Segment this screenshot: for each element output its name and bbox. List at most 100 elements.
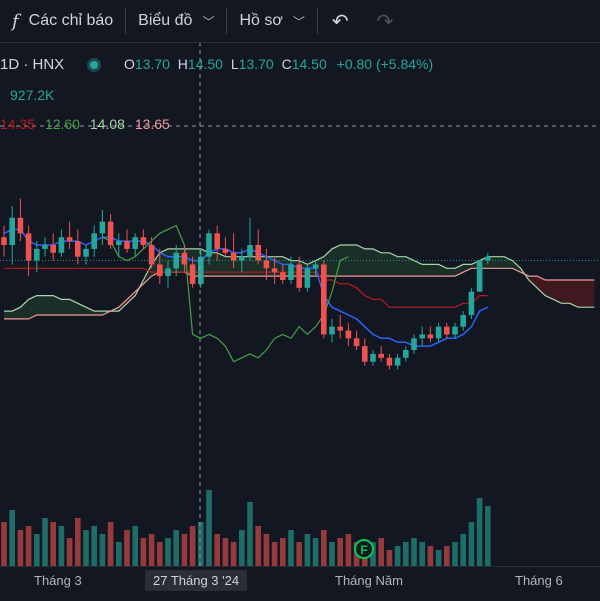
candle-body bbox=[394, 357, 401, 366]
volume-bar bbox=[452, 542, 458, 566]
candle-body bbox=[239, 256, 245, 261]
market-status-dot[interactable] bbox=[90, 60, 99, 69]
volume-bar bbox=[247, 502, 253, 566]
toolbar-divider bbox=[316, 8, 318, 34]
volume-bar bbox=[9, 510, 15, 566]
top-toolbar: f Các chỉ báo Biểu đồ ﹀ Hồ sơ ﹀ ↶ ↷ bbox=[0, 0, 600, 43]
candle-body bbox=[157, 264, 163, 277]
volume-bar bbox=[321, 530, 327, 566]
event-marker-label: F bbox=[360, 543, 367, 557]
candle-body bbox=[58, 237, 65, 253]
candle-body bbox=[99, 221, 106, 234]
candle-body bbox=[173, 252, 179, 269]
candle-body bbox=[288, 264, 294, 280]
candle-body bbox=[444, 326, 450, 335]
candle-body bbox=[124, 241, 130, 249]
volume-value: 927.2K bbox=[10, 87, 55, 103]
low-key: L bbox=[230, 56, 239, 72]
volume-bar bbox=[17, 530, 24, 566]
kumo-cloud-segment bbox=[45, 295, 54, 315]
volume-bar bbox=[263, 534, 270, 566]
chart-menu-label: Biểu đồ bbox=[138, 12, 193, 29]
price-chart[interactable]: F bbox=[0, 0, 600, 566]
volume-bar bbox=[124, 530, 130, 566]
candle-body bbox=[460, 315, 466, 327]
volume-bar bbox=[189, 526, 196, 566]
kumo-cloud-segment bbox=[12, 307, 21, 319]
ichimoku-base-value: 14.35 bbox=[0, 116, 36, 132]
volume-bar bbox=[50, 522, 56, 566]
open-key: O bbox=[123, 56, 135, 72]
candle-body bbox=[116, 241, 122, 245]
volume-bar bbox=[148, 534, 155, 566]
event-marker-icon bbox=[354, 539, 374, 559]
kumo-cloud-segment bbox=[36, 295, 45, 315]
kumo-cloud-segment bbox=[250, 256, 259, 277]
candle-body bbox=[107, 221, 114, 245]
chart-menu-button[interactable]: Biểu đồ ﹀ bbox=[126, 0, 226, 42]
kumo-cloud-segment bbox=[569, 280, 578, 308]
candle-body bbox=[255, 245, 261, 261]
indicators-button[interactable]: f Các chỉ báo bbox=[0, 0, 125, 42]
x-tick-label: Tháng Năm bbox=[335, 573, 403, 588]
candle-body bbox=[91, 233, 97, 249]
kumo-cloud-segment bbox=[241, 256, 250, 277]
candle-body bbox=[427, 334, 434, 339]
candle-body bbox=[468, 291, 475, 315]
candle-body bbox=[370, 353, 376, 362]
candle-body bbox=[1, 237, 7, 245]
ichimoku-base-line bbox=[4, 267, 488, 308]
ichimoku-lagging-line bbox=[102, 224, 349, 363]
kumo-cloud-segment bbox=[217, 252, 226, 277]
x-tick-label: Tháng 3 bbox=[34, 573, 82, 588]
volume-bar bbox=[386, 550, 393, 566]
candle-body bbox=[337, 326, 343, 331]
volume-bar bbox=[116, 542, 122, 566]
chevron-down-icon: ﹀ bbox=[292, 14, 305, 29]
undo-button[interactable]: ↶ bbox=[318, 0, 363, 42]
candle-body bbox=[386, 357, 393, 366]
low-value: 13.70 bbox=[238, 56, 274, 72]
volume-bar bbox=[107, 522, 114, 566]
volume-bar bbox=[181, 534, 188, 566]
candle-body bbox=[345, 330, 352, 339]
candle-body bbox=[222, 248, 229, 253]
kumo-cloud-segment bbox=[373, 248, 382, 277]
kumo-cloud-segment bbox=[20, 299, 29, 319]
volume-bar bbox=[25, 526, 32, 566]
candle-body bbox=[378, 353, 384, 358]
candle-body bbox=[321, 264, 327, 335]
x-crosshair-label: 27 Tháng 3 '24 bbox=[145, 570, 248, 591]
kumo-cloud-segment bbox=[397, 256, 406, 277]
volume-bar bbox=[419, 542, 425, 566]
close-value: 14.50 bbox=[291, 56, 327, 72]
candle-body bbox=[403, 350, 409, 358]
volume-bar bbox=[206, 490, 212, 566]
volume-bar bbox=[312, 538, 319, 566]
volume-bar bbox=[394, 546, 401, 566]
kumo-cloud-segment bbox=[77, 303, 86, 315]
volume-bar bbox=[239, 530, 245, 566]
high-key: H bbox=[177, 56, 188, 72]
candle-body bbox=[198, 256, 204, 284]
candle-body bbox=[476, 260, 483, 292]
volume-bar bbox=[288, 530, 294, 566]
close-key: C bbox=[281, 56, 292, 72]
time-axis[interactable]: Tháng 3 27 Tháng 3 '24 Tháng Năm Tháng 6 bbox=[0, 566, 600, 601]
candle-body bbox=[296, 264, 302, 288]
volume-bar bbox=[444, 546, 450, 566]
profile-menu-button[interactable]: Hồ sơ ﹀ bbox=[227, 0, 316, 42]
redo-button[interactable]: ↷ bbox=[363, 0, 408, 42]
volume-bar bbox=[34, 534, 40, 566]
ichimoku-conversion-line bbox=[3, 228, 489, 347]
kumo-cloud-segment bbox=[209, 252, 218, 277]
volume-bar bbox=[460, 534, 466, 566]
ichimoku-span-b-value: 13.65 bbox=[134, 116, 170, 132]
ohlc-legend: 1D · HNX O13.70 H14.50 L13.70 C14.50 +0.… bbox=[0, 56, 433, 73]
candle-body bbox=[230, 252, 237, 261]
candle-body bbox=[66, 237, 73, 242]
volume-bar bbox=[427, 546, 434, 566]
volume-bar bbox=[1, 522, 7, 566]
candle-body bbox=[362, 346, 368, 362]
fx-icon: f bbox=[12, 10, 19, 32]
